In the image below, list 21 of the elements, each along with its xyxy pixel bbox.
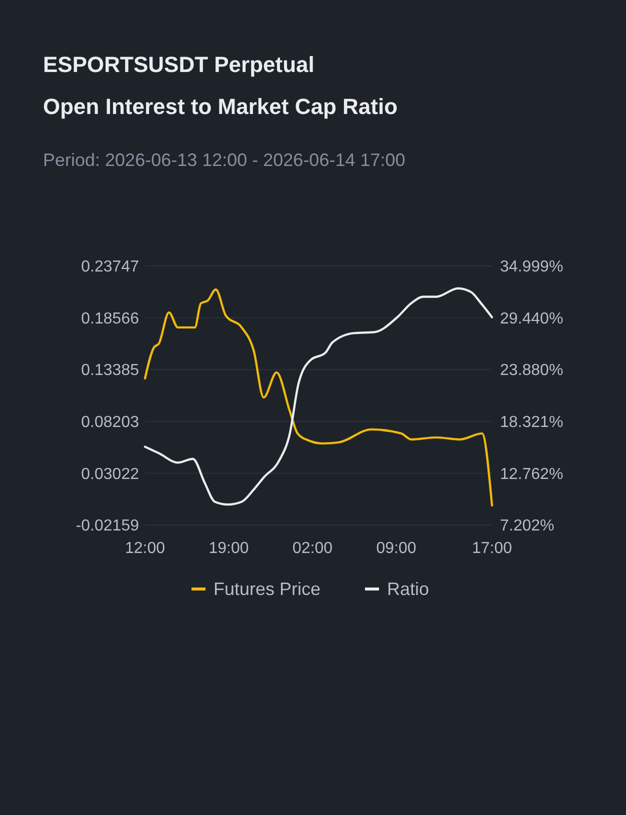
y-tick-label: 0.13385 (81, 362, 140, 380)
y-tick-label: 0.18566 (81, 310, 140, 328)
x-tick-label: 17:00 (472, 540, 512, 557)
chart-subtitle: Period: 2026-06-13 12:00 - 2026-06-14 17:00 (43, 150, 406, 170)
x-tick-label: 02:00 (292, 540, 333, 557)
y2-tick-label: 29.440% (500, 310, 564, 328)
y2-tick-label: 7.202% (500, 518, 554, 535)
y-tick-label: 0.03022 (81, 466, 140, 483)
y2-tick-label: 23.880% (500, 362, 564, 380)
y-tick-label: -0.02159 (76, 518, 140, 535)
y-tick-label: 0.23747 (81, 258, 140, 276)
x-tick-label: 19:00 (208, 540, 249, 557)
legend-label: Ratio (387, 579, 430, 599)
y2-tick-label: 12.762% (500, 466, 564, 483)
x-tick-label: 09:00 (376, 540, 416, 557)
y2-tick-label: 34.999% (500, 258, 564, 276)
y-tick-label: 0.08203 (81, 414, 140, 432)
x-tick-label: 12:00 (124, 540, 166, 557)
y2-tick-label: 18.321% (500, 414, 564, 431)
chart-title: ESPORTSUSDT Perpetual Open Interest to Market Cap Ratio (43, 52, 398, 119)
legend-label: Futures Price (214, 579, 321, 599)
